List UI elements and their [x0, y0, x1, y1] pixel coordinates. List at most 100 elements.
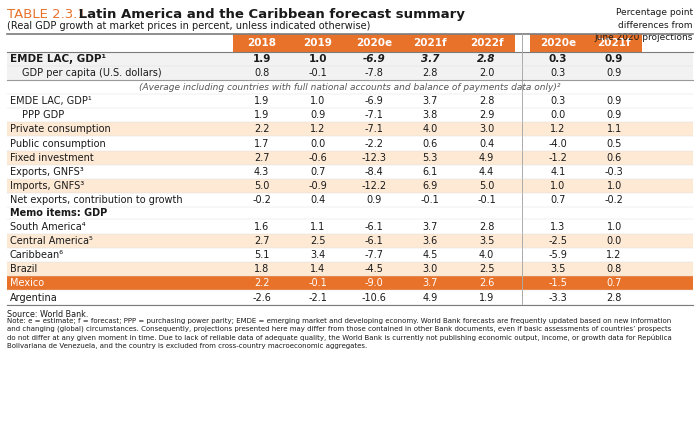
Text: 2.8: 2.8	[606, 293, 622, 303]
Text: 4.9: 4.9	[479, 153, 494, 163]
Text: 0.6: 0.6	[606, 153, 622, 163]
Bar	[7, 290, 693, 305]
Text: Source: World Bank.: Source: World Bank.	[7, 310, 88, 319]
Bar	[7, 220, 693, 234]
Text: 1.7: 1.7	[254, 139, 270, 149]
Text: 3.0: 3.0	[479, 124, 494, 134]
Text: 1.4: 1.4	[310, 264, 326, 274]
Text: 0.0: 0.0	[550, 110, 566, 120]
Bar	[458, 34, 514, 52]
Text: -7.1: -7.1	[365, 124, 384, 134]
Bar	[7, 207, 693, 220]
Text: 2020e: 2020e	[540, 38, 576, 48]
Text: -0.2: -0.2	[605, 195, 624, 206]
Text: 0.4: 0.4	[479, 139, 494, 149]
Text: 0.7: 0.7	[550, 195, 566, 206]
Text: 2.8: 2.8	[479, 96, 494, 106]
Text: 2.5: 2.5	[479, 264, 494, 274]
Text: -2.6: -2.6	[252, 293, 271, 303]
Text: -0.9: -0.9	[309, 181, 327, 191]
Text: -6.1: -6.1	[365, 236, 384, 246]
Text: 1.0: 1.0	[309, 54, 327, 64]
Text: -9.0: -9.0	[365, 278, 384, 288]
Text: Caribbean⁶: Caribbean⁶	[10, 250, 64, 260]
Text: 0.9: 0.9	[606, 69, 622, 78]
Bar	[7, 248, 693, 262]
Text: -4.0: -4.0	[549, 139, 567, 149]
Text: 1.2: 1.2	[550, 124, 566, 134]
Text: Exports, GNFS³: Exports, GNFS³	[10, 167, 84, 177]
Text: Note: e = estimate; f = forecast; PPP = purchasing power parity; EMDE = emerging: Note: e = estimate; f = forecast; PPP = …	[7, 318, 672, 349]
Text: South America⁴: South America⁴	[10, 221, 85, 232]
Text: (Average including countries with full national accounts and balance of payments: (Average including countries with full n…	[139, 83, 561, 91]
Text: 1.0: 1.0	[606, 221, 622, 232]
Text: 1.9: 1.9	[254, 110, 269, 120]
Text: 1.3: 1.3	[550, 221, 566, 232]
Bar	[7, 94, 693, 108]
Text: 3.5: 3.5	[550, 264, 566, 274]
Text: 0.9: 0.9	[605, 54, 623, 64]
Text: -1.2: -1.2	[548, 153, 567, 163]
Text: 2021f: 2021f	[597, 38, 631, 48]
Bar	[7, 179, 693, 193]
Text: PPP GDP: PPP GDP	[22, 110, 64, 120]
Text: -5.9: -5.9	[548, 250, 567, 260]
Text: Central America⁵: Central America⁵	[10, 236, 93, 246]
Text: 0.3: 0.3	[549, 54, 567, 64]
Text: 4.3: 4.3	[254, 167, 269, 177]
Text: 2.8: 2.8	[479, 221, 494, 232]
Text: Mexico: Mexico	[10, 278, 44, 288]
Text: 5.1: 5.1	[254, 250, 270, 260]
Text: 1.9: 1.9	[254, 96, 269, 106]
Bar	[7, 66, 693, 80]
Text: 0.9: 0.9	[606, 96, 622, 106]
Text: 4.9: 4.9	[423, 293, 438, 303]
Text: Imports, GNFS³: Imports, GNFS³	[10, 181, 84, 191]
Text: 2.9: 2.9	[479, 110, 494, 120]
Text: 1.1: 1.1	[606, 124, 622, 134]
Text: -3.3: -3.3	[549, 293, 567, 303]
Text: 1.8: 1.8	[254, 264, 269, 274]
Text: 1.6: 1.6	[254, 221, 269, 232]
Text: 1.9: 1.9	[252, 54, 271, 64]
Text: 0.5: 0.5	[606, 139, 622, 149]
Text: 2.8: 2.8	[423, 69, 438, 78]
Bar	[346, 34, 402, 52]
Text: 2.2: 2.2	[254, 124, 270, 134]
Bar	[7, 193, 693, 207]
Text: 0.7: 0.7	[606, 278, 622, 288]
Text: 1.0: 1.0	[550, 181, 566, 191]
Text: 0.3: 0.3	[550, 96, 566, 106]
Text: -0.2: -0.2	[252, 195, 271, 206]
Text: 2.6: 2.6	[479, 278, 494, 288]
Text: 1.0: 1.0	[606, 181, 622, 191]
Bar	[402, 34, 458, 52]
Text: 0.3: 0.3	[550, 69, 566, 78]
Text: -0.6: -0.6	[309, 153, 327, 163]
Text: 0.7: 0.7	[310, 167, 326, 177]
Text: 2021f: 2021f	[414, 38, 447, 48]
Text: -8.4: -8.4	[365, 167, 384, 177]
Text: Net exports, contribution to growth: Net exports, contribution to growth	[10, 195, 183, 206]
Text: 0.6: 0.6	[423, 139, 438, 149]
Text: 2018: 2018	[247, 38, 276, 48]
Text: 2.0: 2.0	[479, 69, 494, 78]
Text: 3.5: 3.5	[479, 236, 494, 246]
Bar	[290, 34, 346, 52]
Text: -12.2: -12.2	[361, 181, 386, 191]
Bar	[7, 151, 693, 165]
Text: Fixed investment: Fixed investment	[10, 153, 94, 163]
Text: 4.1: 4.1	[550, 167, 566, 177]
Text: 0.8: 0.8	[606, 264, 622, 274]
Text: -2.2: -2.2	[365, 139, 384, 149]
Text: 2.7: 2.7	[254, 153, 270, 163]
Text: 2020e: 2020e	[356, 38, 392, 48]
Text: 4.5: 4.5	[423, 250, 438, 260]
Text: 1.2: 1.2	[606, 250, 622, 260]
Text: Latin America and the Caribbean forecast summary: Latin America and the Caribbean forecast…	[74, 8, 465, 21]
Text: 3.7: 3.7	[423, 278, 438, 288]
Text: 2019: 2019	[303, 38, 332, 48]
Text: 2.8: 2.8	[477, 54, 496, 64]
Text: -0.1: -0.1	[309, 278, 327, 288]
Text: 3.0: 3.0	[423, 264, 438, 274]
